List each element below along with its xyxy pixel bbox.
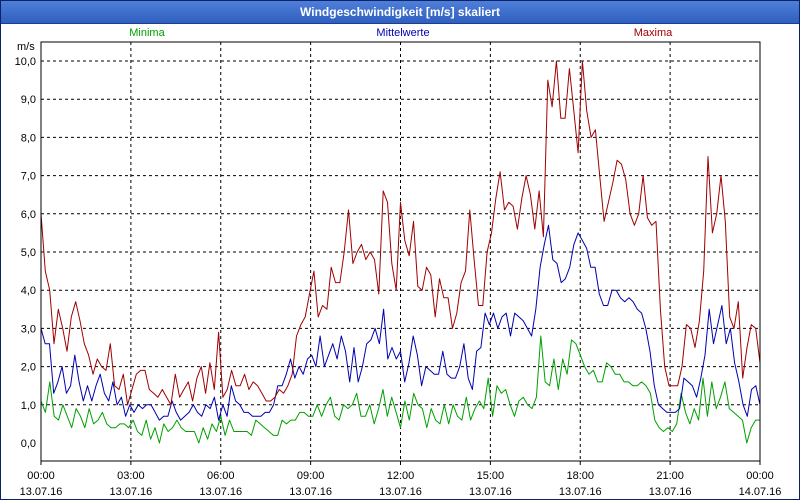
chart-title: Windgeschwindigkeit [m/s] skaliert <box>1 1 799 24</box>
y-tick-label: 3,0 <box>21 323 36 335</box>
x-tick-time: 09:00 <box>297 470 325 482</box>
x-tick-date: 13.07.16 <box>559 486 602 498</box>
y-tick-label: 7,0 <box>21 171 36 183</box>
y-tick-label: 4,0 <box>21 285 36 297</box>
x-tick-time: 18:00 <box>566 470 594 482</box>
x-tick-time: 21:00 <box>656 470 684 482</box>
series-line-minima <box>40 335 760 444</box>
x-tick-time: 00:00 <box>27 470 55 482</box>
y-tick-label: 9,0 <box>21 94 36 106</box>
y-axis-label: m/s <box>17 41 35 53</box>
y-tick-label: 5,0 <box>21 247 36 259</box>
x-tick-time: 00:00 <box>746 470 774 482</box>
legend-mittelwerte: Mittelwerte <box>376 27 429 39</box>
series-line-maxima <box>40 60 761 406</box>
y-tick-label: 1,0 <box>21 400 36 412</box>
x-tick-time: 15:00 <box>477 470 505 482</box>
x-tick-date: 13.07.16 <box>379 486 422 498</box>
x-tick-date: 13.07.16 <box>109 486 152 498</box>
y-tick-label: 10,0 <box>15 56 36 68</box>
x-tick-date: 13.07.16 <box>649 486 692 498</box>
x-tick-time: 03:00 <box>117 470 145 482</box>
x-tick-date: 14.07.16 <box>739 486 782 498</box>
y-tick-label: 6,0 <box>21 209 36 221</box>
x-tick-date: 13.07.16 <box>289 486 332 498</box>
x-tick-date: 13.07.16 <box>20 486 63 498</box>
series-line-mittelwerte <box>40 224 761 421</box>
x-tick-time: 12:00 <box>387 470 415 482</box>
y-tick-label: 8,0 <box>21 132 36 144</box>
y-tick-label: 2,0 <box>21 362 36 374</box>
legend-minima: Minima <box>129 27 165 39</box>
x-tick-time: 06:00 <box>207 470 235 482</box>
legend-maxima: Maxima <box>634 27 673 39</box>
x-tick-date: 13.07.16 <box>469 486 512 498</box>
x-tick-date: 13.07.16 <box>199 486 242 498</box>
y-tick-label: 0,0 <box>21 438 36 450</box>
